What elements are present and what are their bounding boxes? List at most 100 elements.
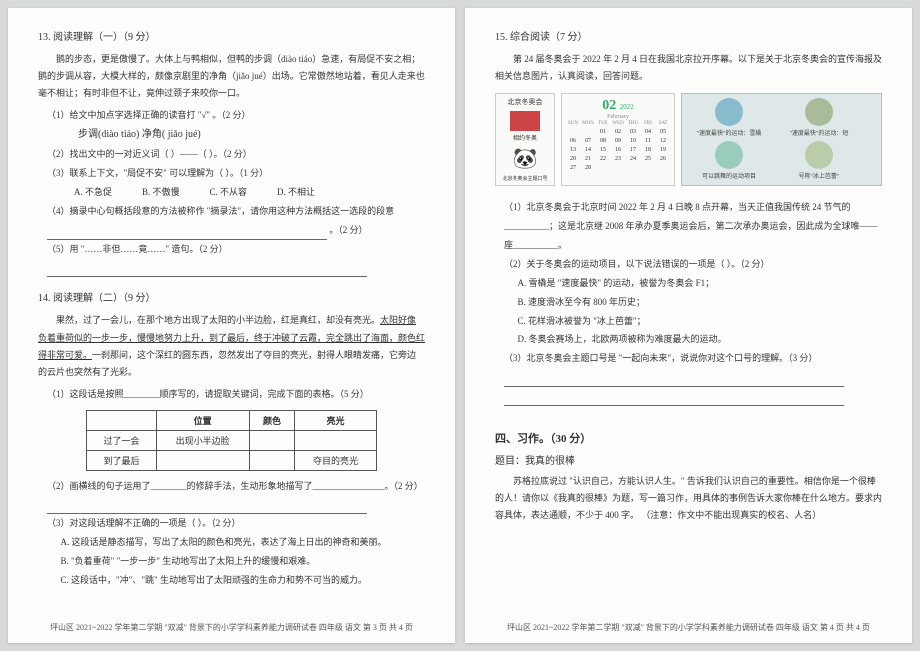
cal-date: 19 [656,146,670,154]
q14-sub3: （3）对这段话理解不正确的一项是（ ）。（2 分） [47,514,425,533]
cal-date: 12 [656,137,670,145]
poster-caption: "速度最快"的运动：雪橇 [686,128,772,137]
poster-item: "速度最快"的运动：短 [776,98,862,137]
poster-panel: "速度最快"的运动：雪橇 "速度最快"的运动：短 可以跳舞的运动项目 号称"冰上… [681,93,882,186]
q15-intro: 第 24 届冬奥会于 2022 年 2 月 4 日在我国北京拉开序幕。以下是关于… [495,51,882,85]
poster-caption: "速度最快"的运动：短 [776,128,862,137]
cal-date: 21 [581,155,595,163]
right-page: 15. 综合阅读（7 分） 第 24 届冬奥会于 2022 年 2 月 4 日在… [465,8,912,643]
flag-icon [510,111,540,131]
composition-body: 苏格拉底说过 "认识自己，方能认识人生。" 告诉我们认识自己的重要性。相信你是一… [495,473,882,524]
th-pos: 位置 [156,410,249,430]
r2c4: 夺目的亮光 [295,450,376,470]
cal-date: 23 [611,155,625,163]
cal-date: 03 [626,128,640,136]
r2c3 [249,450,295,470]
left-footer: 坪山区 2021~2022 学年第二学期 "双减" 背景下的小学学科素养能力调研… [8,622,455,633]
cal-year: 2022 [620,103,634,111]
q14-opt-a: A. 这段话是静态描写，写出了太阳的颜色和亮光，表达了海上日出的神奇和美丽。 [61,533,426,552]
cal-date: 24 [626,155,640,163]
r1c4 [295,430,376,450]
q13-sub4-line: 。（2 分） [47,221,425,240]
q13-sub2: （2）找出文中的一对近义词（ ）——（ ）。（2 分） [47,145,425,164]
dow: TUE [596,120,610,127]
cal-date [566,128,580,136]
r1c2: 出现小半边脸 [156,430,249,450]
cal-date: 22 [596,155,610,163]
q14-sub2: （2）画横线的句子运用了________的修辞手法，生动形象地描写了______… [47,477,425,496]
q13-sub4-pts: 。（2 分） [329,225,367,235]
q14-table: 位置 颜色 亮光 过了一会 出现小半边脸 到了最后 夺目的亮光 [86,410,376,471]
cal-date: 11 [641,137,655,145]
cal-date: 08 [596,137,610,145]
poster-item: "速度最快"的运动：雪橇 [686,98,772,137]
cal-date: 18 [641,146,655,154]
q13-title: 13. 阅读理解（一）（9 分） [38,28,425,43]
cal-date: 04 [641,128,655,136]
composition-topic: 题目：我真的很棒 [495,452,882,467]
q13-opt-a: A. 不急促 [74,183,112,202]
q14-sub2-line [47,496,425,515]
q15-sub2: （2）关于冬奥会的运动项目，以下说法错误的一项是（ ）。（2 分） [504,255,882,274]
calendar-panel: 02 2022 February SUN MON TUE WED THU FRI… [561,93,675,186]
left-info-panel: 北京冬奥会 相约冬奥 🐼 北京冬奥会主题口号 [495,93,555,186]
info-graphics-row: 北京冬奥会 相约冬奥 🐼 北京冬奥会主题口号 02 2022 February … [495,93,882,186]
cal-date: 26 [656,155,670,163]
cal-date: 28 [581,164,595,172]
r2c1: 到了最后 [87,450,156,470]
r1c3 [249,430,295,450]
q15-sub1: （1）北京冬奥会于北京时间 2022 年 2 月 4 日晚 8 点开幕，当天正值… [504,198,882,255]
dow: SAT [656,120,670,127]
q15-opt-b: B. 速度滑冰至今有 800 年历史； [518,293,883,312]
cal-date: 13 [566,146,580,154]
r1c1: 过了一会 [87,430,156,450]
panel-label-3: 北京冬奥会主题口号 [499,175,551,182]
dow: THU [626,120,640,127]
cal-date: 10 [626,137,640,145]
q13-opt-d: D. 不相让 [277,183,315,202]
poster-caption: 可以跳舞的运动项目 [686,171,772,180]
dow: MON [581,120,595,127]
calendar-month: 02 2022 [566,98,670,114]
q13-opt-c: C. 不从容 [210,183,248,202]
q14-title: 14. 阅读理解（二）（9 分） [38,289,425,304]
cal-date: 25 [641,155,655,163]
sport-icon [805,98,833,126]
panel-label-2: 相约冬奥 [499,133,551,142]
composition-section: 四、习作。（30 分） [495,430,882,446]
q14-opt-c: C. 这段话中，"冲"、"跳" 生动地写出了太阳顽强的生命力和势不可当的威力。 [61,571,426,590]
calendar-grid: SUN MON TUE WED THU FRI SAT 01 02 03 04 … [566,120,670,172]
th-blank [87,410,156,430]
blank-line [47,502,367,514]
cal-date: 14 [581,146,595,154]
sport-icon [805,141,833,169]
dow: WED [611,120,625,127]
right-footer: 坪山区 2021~2022 学年第二学期 "双减" 背景下的小学学科素养能力调研… [465,622,912,633]
sport-icon [715,141,743,169]
cal-date [581,128,595,136]
q14-sub1: （1）这段话是按照________顺序写的，请提取关键词，完成下面的表格。（5 … [47,385,425,404]
cal-date: 15 [596,146,610,154]
blank-line [47,265,367,277]
q13-sub5: （5）用 "……非但……竟……" 造句。（2 分） [47,240,425,259]
q15-opt-c: C. 花样滑冰被誉为 "冰上芭蕾"； [518,312,883,331]
blank-line [504,375,844,387]
q13-sub4-text: （4）摘录中心句概括段意的方法被称作 "摘录法"，请你用这种方法概括这一选段的段… [47,206,394,216]
q13-options: A. 不急促 B. 不傲慢 C. 不从容 D. 不相让 [74,183,425,202]
blank-line [504,394,844,406]
q13-pinyin: 步调(diào tiáo) 净角( jiǎo jué) [78,125,425,145]
dow: SUN [566,120,580,127]
dow: FRI [641,120,655,127]
q15-opt-a: A. 雪橇是 "速度最快" 的运动，被誉为冬奥会 F1； [518,274,883,293]
cal-date: 07 [581,137,595,145]
cal-date: 02 [611,128,625,136]
cal-date: 17 [626,146,640,154]
th-light: 亮光 [295,410,376,430]
panel-label-1: 北京冬奥会 [499,97,551,107]
q13-sub4: （4）摘录中心句概括段意的方法被称作 "摘录法"，请你用这种方法概括这一选段的段… [47,202,425,221]
cal-date: 16 [611,146,625,154]
q15-sub3-line2 [504,387,882,406]
poster-item: 号称"冰上芭蕾" [776,141,862,180]
blank-line [47,228,327,240]
cal-date: 05 [656,128,670,136]
